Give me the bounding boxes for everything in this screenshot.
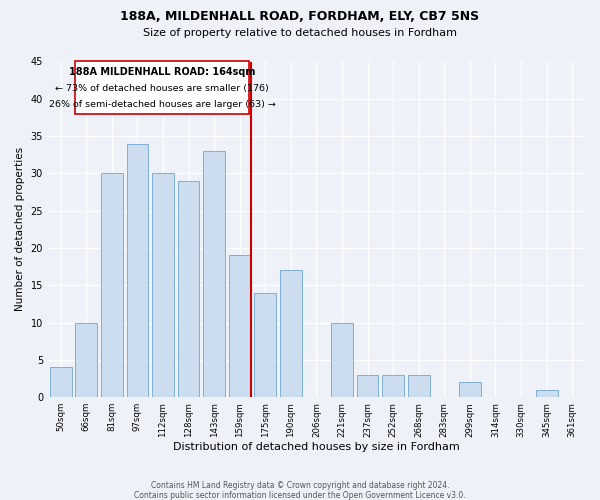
- Bar: [229, 256, 251, 397]
- Bar: [203, 151, 225, 397]
- FancyBboxPatch shape: [75, 62, 250, 114]
- Bar: [459, 382, 481, 397]
- Bar: [152, 174, 174, 397]
- Text: 188A, MILDENHALL ROAD, FORDHAM, ELY, CB7 5NS: 188A, MILDENHALL ROAD, FORDHAM, ELY, CB7…: [121, 10, 479, 23]
- Bar: [280, 270, 302, 397]
- Bar: [536, 390, 557, 397]
- Text: Contains HM Land Registry data © Crown copyright and database right 2024.: Contains HM Land Registry data © Crown c…: [151, 481, 449, 490]
- Bar: [101, 174, 123, 397]
- Bar: [331, 322, 353, 397]
- Bar: [127, 144, 148, 397]
- Text: 26% of semi-detached houses are larger (63) →: 26% of semi-detached houses are larger (…: [49, 100, 275, 110]
- Bar: [254, 293, 276, 397]
- Bar: [178, 181, 199, 397]
- Text: ← 73% of detached houses are smaller (176): ← 73% of detached houses are smaller (17…: [55, 84, 269, 93]
- Bar: [50, 368, 71, 397]
- Bar: [408, 375, 430, 397]
- Bar: [76, 322, 97, 397]
- Bar: [382, 375, 404, 397]
- Y-axis label: Number of detached properties: Number of detached properties: [15, 148, 25, 312]
- Text: Contains public sector information licensed under the Open Government Licence v3: Contains public sector information licen…: [134, 491, 466, 500]
- Text: Size of property relative to detached houses in Fordham: Size of property relative to detached ho…: [143, 28, 457, 38]
- X-axis label: Distribution of detached houses by size in Fordham: Distribution of detached houses by size …: [173, 442, 460, 452]
- Bar: [357, 375, 379, 397]
- Text: 188A MILDENHALL ROAD: 164sqm: 188A MILDENHALL ROAD: 164sqm: [69, 66, 255, 76]
